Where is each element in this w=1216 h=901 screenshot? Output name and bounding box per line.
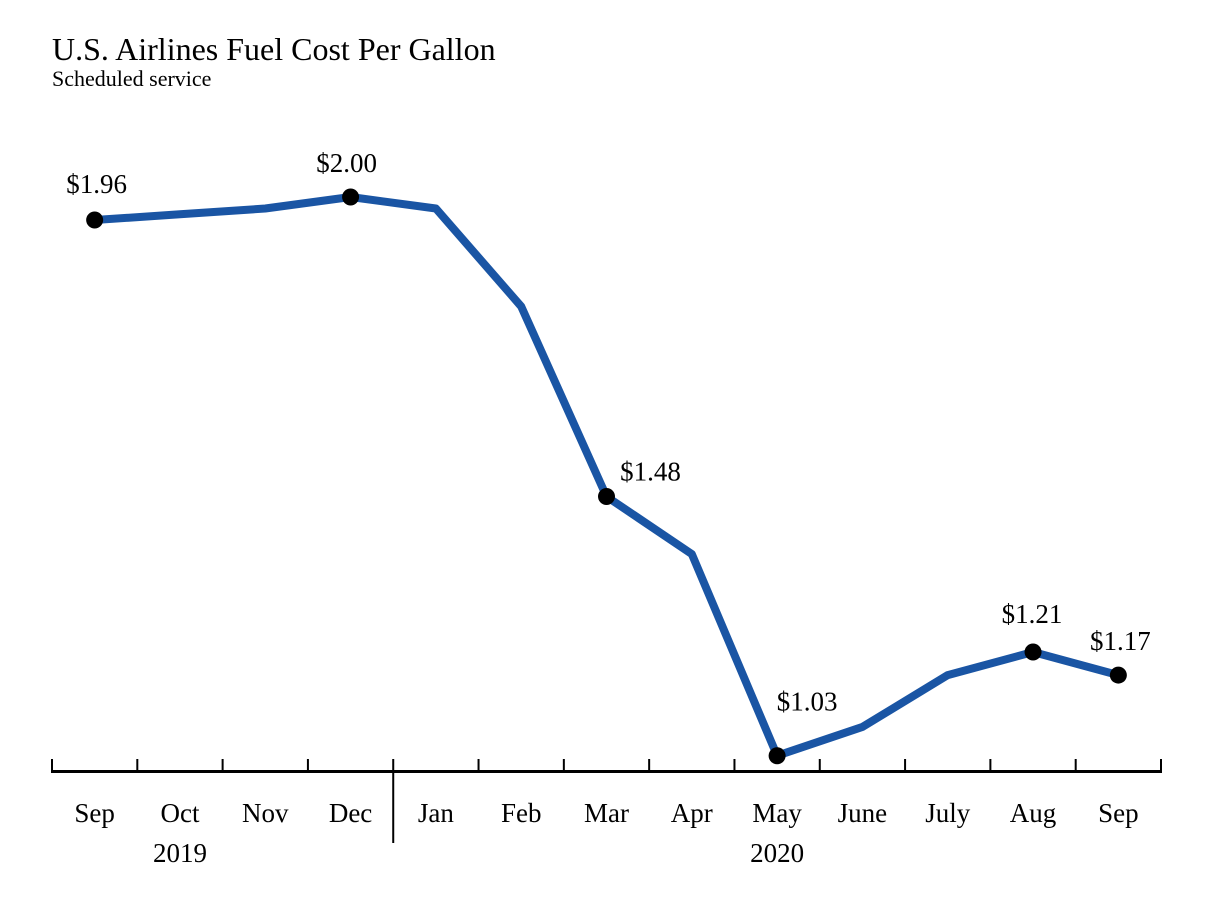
x-axis-month-label: Apr bbox=[671, 798, 713, 828]
data-point-label: $1.17 bbox=[1090, 626, 1151, 656]
x-axis-month-label: Sep bbox=[1098, 798, 1139, 828]
data-point-label: $1.48 bbox=[620, 457, 681, 487]
data-point-label: $1.96 bbox=[66, 169, 127, 199]
fuel-cost-line bbox=[94, 193, 1120, 760]
data-point-marker bbox=[1109, 666, 1127, 684]
data-point-label: $1.21 bbox=[1002, 599, 1063, 629]
data-point-marker bbox=[342, 188, 360, 206]
x-axis-month-label: Sep bbox=[74, 798, 115, 828]
data-point-marker bbox=[598, 488, 615, 506]
data-point-marker bbox=[1024, 643, 1042, 661]
x-axis-year-label: 2020 bbox=[750, 838, 804, 868]
data-point-label: $2.00 bbox=[316, 148, 377, 178]
x-axis-month-label: Dec bbox=[329, 798, 372, 828]
chart-subtitle: Scheduled service bbox=[52, 66, 211, 91]
x-axis-month-label: Oct bbox=[160, 798, 199, 828]
data-point-marker bbox=[86, 211, 104, 229]
x-axis-month-label: Nov bbox=[242, 798, 289, 828]
chart-title: U.S. Airlines Fuel Cost Per Gallon bbox=[52, 31, 496, 67]
data-point-label: $1.03 bbox=[777, 687, 838, 717]
data-point-marker bbox=[768, 747, 786, 765]
x-axis-month-label: Feb bbox=[501, 798, 542, 828]
x-axis-month-label: June bbox=[838, 798, 888, 828]
x-axis-month-label: Aug bbox=[1010, 798, 1057, 828]
x-axis-month-label: Mar bbox=[584, 798, 629, 828]
x-axis-year-label: 2019 bbox=[153, 838, 207, 868]
x-axis-month-label: May bbox=[752, 798, 802, 828]
x-axis-month-label: July bbox=[925, 798, 971, 828]
x-axis-month-label: Jan bbox=[418, 798, 454, 828]
